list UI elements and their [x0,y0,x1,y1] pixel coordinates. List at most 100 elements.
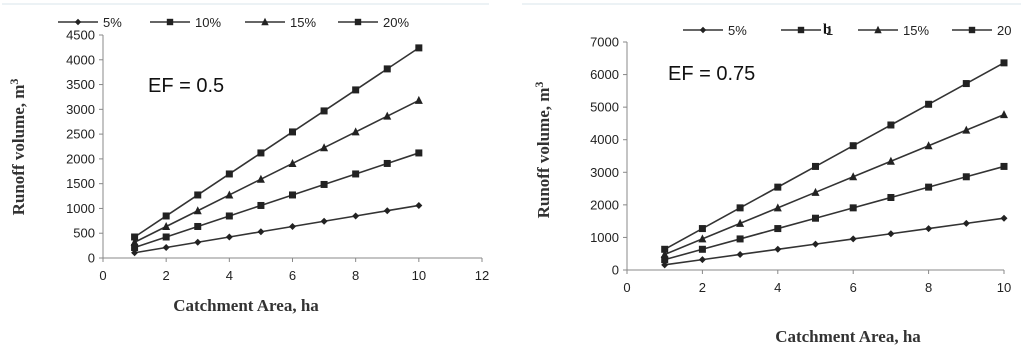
x-axis-title: Catchment Area, ha [173,296,319,315]
series-line [664,217,1005,266]
data-point [774,183,782,191]
legend-item-4: 20 [952,23,1011,38]
legend-marker [74,18,82,26]
data-point [352,212,360,220]
x-tick-label: 6 [850,280,857,295]
y-tick-label: 2000 [66,151,95,166]
y-tick-label: 500 [73,226,95,241]
data-point [352,86,360,94]
data-point [288,158,297,167]
data-point [162,221,171,230]
data-point [886,156,895,165]
legend-marker [166,18,174,26]
y-tick-label: 2500 [66,127,95,142]
data-point [849,172,858,181]
chart-panel-a: 0 500 1000 1500 2000 2500 3000 3500 4000 4500 0 2 4 6… [2,3,489,315]
data-point [225,212,233,220]
legend-label: 20 [997,23,1011,38]
data-point [1000,110,1008,119]
data-point [661,256,669,264]
x-tick-label: 10 [997,280,1011,295]
data-point [925,225,933,233]
data-point [812,162,819,170]
x-tick-label: 8 [925,280,932,295]
data-point [131,249,139,257]
data-point [415,44,423,52]
series-line [664,165,1005,261]
x-tick-label: 0 [99,268,106,283]
legend-label: 1 [826,23,833,38]
legend-item-4: 20% [338,15,409,30]
data-point [225,170,233,178]
legend-label: 15% [290,15,316,30]
data-point [383,207,391,215]
data-point [773,203,782,212]
data-point [660,249,669,258]
series-2 [131,149,423,251]
data-point [257,228,265,236]
legend-item-2: 1 [781,23,833,38]
legend-marker [797,26,805,34]
x-tick-label: 4 [226,268,233,283]
legend-label: 15% [903,23,929,38]
y-tick-label: 6000 [590,67,619,82]
data-point [736,250,744,258]
y-tick-label: 4000 [590,132,619,147]
y-tick-label: 4000 [66,52,95,67]
y-tick-label: 1000 [66,201,95,216]
data-point [383,65,391,73]
data-point [320,143,329,152]
legend-item-1: 5% [58,15,122,30]
y-axis-title-group: Runoff volume, m3 [532,82,553,219]
legend-item-1: 5% [683,23,747,38]
data-point [162,233,170,241]
y-tick-label: 7000 [590,35,619,50]
data-point [698,225,706,233]
data-point [130,237,139,246]
data-point [193,206,202,215]
data-point [736,218,745,227]
legend-marker [354,18,362,26]
y-tick-label: 1000 [590,230,619,245]
y-tick-label: 0 [88,251,95,266]
data-point [849,142,857,150]
data-point [383,159,391,167]
data-point [131,233,139,241]
data-point [698,256,706,264]
data-point [131,243,139,251]
data-point [887,230,895,238]
y-tick-label: 2000 [590,197,619,212]
ef-annotation: EF = 0.75 [668,63,755,85]
data-point [194,191,202,199]
legend-item-2: 10% [150,15,221,30]
y-tick-label: 3000 [66,102,95,117]
data-point [962,219,970,227]
data-point [257,149,265,157]
data-point [351,127,360,136]
series-3 [660,110,1008,258]
series-4 [661,59,1008,253]
data-point [162,212,170,220]
x-tick-label: 12 [475,268,489,283]
data-point [887,193,895,201]
chart-panel-b: 0 1000 2000 3000 4000 5000 6000 7000 0 2 4 6 8 10 Catc… [522,3,1021,346]
legend-label: 20% [383,15,409,30]
x-axis-title: Catchment Area, ha [775,327,921,346]
series-line [134,204,419,254]
y-tick-label: 1500 [66,176,95,191]
data-point [289,191,296,199]
x-tick-label: 10 [412,268,426,283]
data-point [320,180,328,188]
series-line [664,113,1005,256]
series-line [134,99,420,243]
data-point [887,121,895,129]
data-point [194,238,202,246]
legend-label: 5% [728,23,747,38]
series-line [664,62,1005,250]
x-tick-label: 6 [289,268,296,283]
data-point [415,149,423,157]
data-point [962,173,970,181]
series-2 [661,162,1008,264]
x-tick-label: 4 [774,280,781,295]
